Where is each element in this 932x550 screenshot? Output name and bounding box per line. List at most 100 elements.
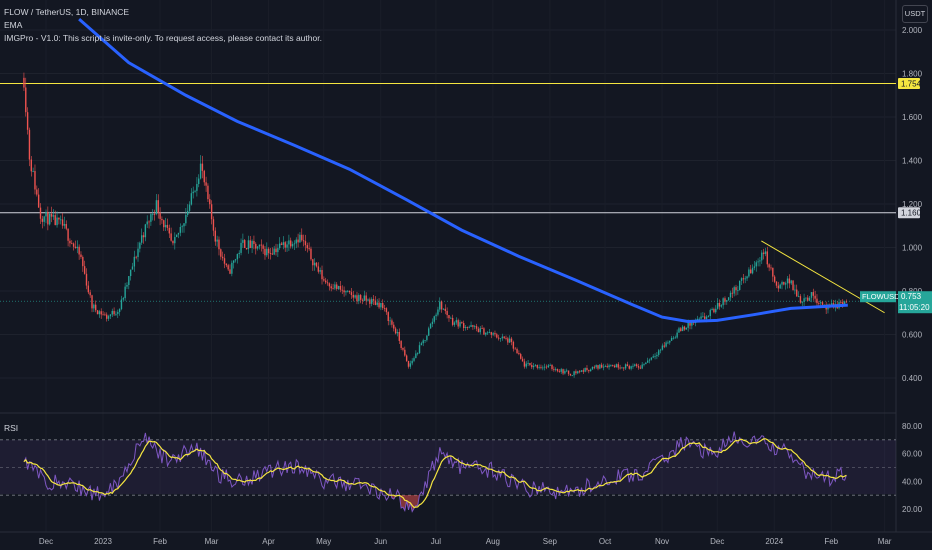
candle-body: [337, 286, 340, 289]
rsi-legend[interactable]: RSI: [4, 423, 19, 433]
candle-body: [796, 289, 798, 297]
candle-body: [582, 370, 584, 372]
candle-body: [591, 366, 594, 370]
candle-body: [32, 171, 34, 172]
candle-body: [639, 367, 642, 369]
candle-body: [567, 370, 570, 374]
candle-body: [220, 249, 222, 257]
candle-body: [667, 342, 669, 344]
time-axis: Dec 2023 Feb Mar Apr May Jun Jul Aug Sep Oct Nov Dec…: [39, 537, 892, 546]
candle-body: [479, 328, 481, 333]
candlestick-series: [23, 72, 848, 378]
candle-body: [319, 270, 321, 272]
candle-body: [323, 279, 325, 281]
candle-body: [501, 336, 504, 339]
time-tick-label: 2024: [765, 537, 783, 546]
candle-body: [385, 308, 388, 313]
candle-body: [562, 369, 564, 374]
candle-body: [94, 304, 97, 311]
candle-body: [566, 370, 568, 372]
candle-body: [251, 240, 253, 249]
candle-body: [593, 366, 596, 368]
candle-body: [302, 240, 305, 242]
candle-body: [308, 248, 310, 250]
candle-body: [492, 333, 494, 335]
candle-body: [842, 302, 844, 305]
candle-body: [271, 253, 274, 255]
candle-body: [762, 252, 765, 254]
chart-title[interactable]: FLOW / TetherUS, 1D, BINANCE: [4, 7, 130, 17]
candle-body: [264, 248, 266, 256]
candle-body: [496, 334, 498, 338]
currency-button[interactable]: USDT: [902, 5, 928, 23]
candle-body: [726, 300, 728, 302]
candle-body: [216, 239, 218, 242]
candle-body: [650, 357, 653, 360]
time-tick-label: Sep: [543, 537, 558, 546]
white-level-value: 1.160: [901, 209, 922, 218]
candle-body: [821, 302, 824, 305]
candle-body: [551, 364, 553, 369]
candle-body: [448, 315, 450, 319]
candle-body: [707, 316, 710, 317]
candle-body: [256, 246, 259, 249]
ema-legend[interactable]: EMA: [4, 20, 23, 30]
candle-body: [284, 242, 286, 248]
candle-body: [792, 280, 794, 291]
price-tick-label: 0.600: [902, 331, 923, 340]
price-tick-label: 2.000: [902, 26, 923, 35]
candle-body: [177, 232, 180, 235]
rsi-tick-label: 40.00: [902, 477, 923, 486]
candle-body: [691, 322, 693, 326]
candle-body: [648, 359, 651, 361]
candle-body: [255, 243, 257, 249]
candle-body: [573, 371, 575, 376]
candle-body: [413, 358, 415, 361]
candle-body: [702, 316, 704, 318]
candle-body: [365, 295, 367, 301]
candle-body: [477, 328, 480, 333]
candle-body: [192, 191, 194, 194]
candle-body: [196, 184, 198, 191]
candle-body: [490, 332, 492, 335]
rsi-tick-label: 20.00: [902, 505, 923, 514]
candle-body: [186, 210, 189, 215]
candle-body: [170, 233, 172, 241]
candle-body: [610, 365, 612, 366]
candle-body: [240, 242, 242, 253]
candle-body: [424, 340, 426, 341]
candle-body: [678, 328, 680, 333]
candle-body: [608, 365, 610, 368]
candle-body: [704, 316, 706, 319]
candle-body: [711, 308, 713, 311]
candle-body: [779, 284, 781, 289]
candle-body: [416, 353, 419, 354]
candle-body: [23, 77, 25, 88]
candle-body: [310, 248, 312, 260]
time-tick-label: Nov: [655, 537, 669, 546]
candle-body: [203, 170, 205, 183]
candle-body: [223, 258, 226, 264]
candle-body: [705, 316, 708, 319]
candle-body: [164, 224, 167, 228]
candle-body: [455, 320, 458, 323]
candle-body: [508, 338, 511, 343]
candle-body: [442, 308, 445, 310]
candle-body: [751, 267, 754, 274]
candle-body: [291, 244, 294, 247]
candle-body: [398, 331, 400, 341]
candle-body: [402, 347, 404, 350]
candle-body: [198, 178, 200, 185]
candle-body: [652, 356, 654, 358]
candle-body: [201, 163, 204, 171]
candle-body: [685, 327, 688, 330]
candle-body: [624, 364, 627, 369]
candle-body: [494, 333, 496, 335]
candle-body: [269, 253, 272, 254]
candle-body: [231, 262, 233, 274]
candle-body: [554, 369, 557, 370]
candle-body: [514, 348, 516, 350]
candle-body: [135, 256, 137, 258]
candle-body: [766, 251, 768, 265]
